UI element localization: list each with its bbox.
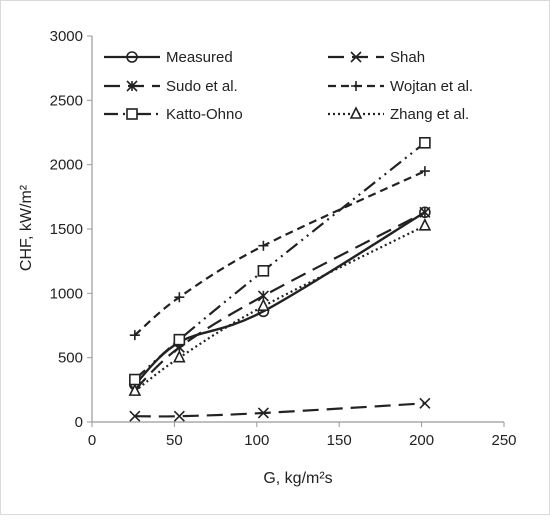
y-axis-title: CHF, kW/m² <box>18 184 35 271</box>
x-tick-label: 50 <box>166 432 183 449</box>
marker-plus <box>174 292 185 303</box>
marker-square <box>126 108 138 120</box>
y-tick-label: 500 <box>58 350 83 367</box>
x-tick-label: 150 <box>327 432 352 449</box>
series-line <box>134 170 426 336</box>
marker-plus <box>351 81 361 91</box>
marker-plus <box>129 330 140 341</box>
legend-item: Wojtan et al. <box>328 78 473 95</box>
marker-triangle <box>257 298 270 312</box>
x-tick-label: 0 <box>88 432 96 449</box>
marker-asterisk <box>419 206 431 218</box>
y-tick-label: 1000 <box>50 285 83 302</box>
y-tick-label: 1500 <box>50 221 83 238</box>
y-tick-label: 3000 <box>50 28 83 45</box>
series-zhang-et-al <box>128 217 432 396</box>
y-tick-label: 2000 <box>50 157 83 174</box>
y-tick-label: 0 <box>75 414 83 431</box>
marker-triangle <box>173 349 186 363</box>
legend-item: Shah <box>328 49 425 66</box>
legend-label: Zhang et al. <box>390 106 469 123</box>
series-shah <box>129 397 431 422</box>
series-line <box>134 224 426 392</box>
series-line <box>134 211 426 391</box>
x-tick-label: 200 <box>409 432 434 449</box>
marker-x <box>257 407 269 419</box>
legend-box <box>100 41 492 132</box>
marker-x <box>419 397 431 409</box>
x-tick-label: 250 <box>491 432 516 449</box>
axes: 0 500 1000 1500 2000 2500 3000 0 50 100 150 200 250 <box>50 28 517 449</box>
marker-square <box>129 373 141 386</box>
marker-square <box>419 136 431 149</box>
legend-item: Measured <box>104 49 233 66</box>
marker-x <box>129 410 141 422</box>
legend-label: Measured <box>166 49 233 66</box>
series-line <box>134 141 426 381</box>
marker-triangle <box>128 383 142 396</box>
legend: Measured Shah Sudo et al. Wojtan et al. Katt… <box>104 49 473 123</box>
x-axis-title: G, kg/m²s <box>263 470 332 487</box>
marker-plus <box>419 166 430 177</box>
x-tick-label: 100 <box>244 432 269 449</box>
legend-item: Sudo et al. <box>104 78 238 95</box>
marker-square <box>173 333 186 346</box>
legend-item: Zhang et al. <box>328 106 469 123</box>
series-line <box>134 402 425 418</box>
legend-item: Katto-Ohno <box>104 106 243 123</box>
marker-triangle <box>418 217 432 231</box>
marker-square <box>257 265 270 277</box>
series-layer <box>128 136 432 422</box>
series-wojtan-et-al <box>129 166 430 341</box>
marker-x <box>350 51 362 63</box>
y-tick-label: 2500 <box>50 92 83 109</box>
marker-x <box>173 410 185 422</box>
marker-triangle <box>349 106 363 119</box>
marker-plus <box>258 240 269 251</box>
legend-label: Shah <box>390 49 425 66</box>
legend-label: Sudo et al. <box>166 78 238 95</box>
marker-asterisk <box>126 80 138 92</box>
legend-label: Wojtan et al. <box>390 78 473 95</box>
legend-label: Katto-Ohno <box>166 106 243 123</box>
marker-circle <box>126 51 138 63</box>
